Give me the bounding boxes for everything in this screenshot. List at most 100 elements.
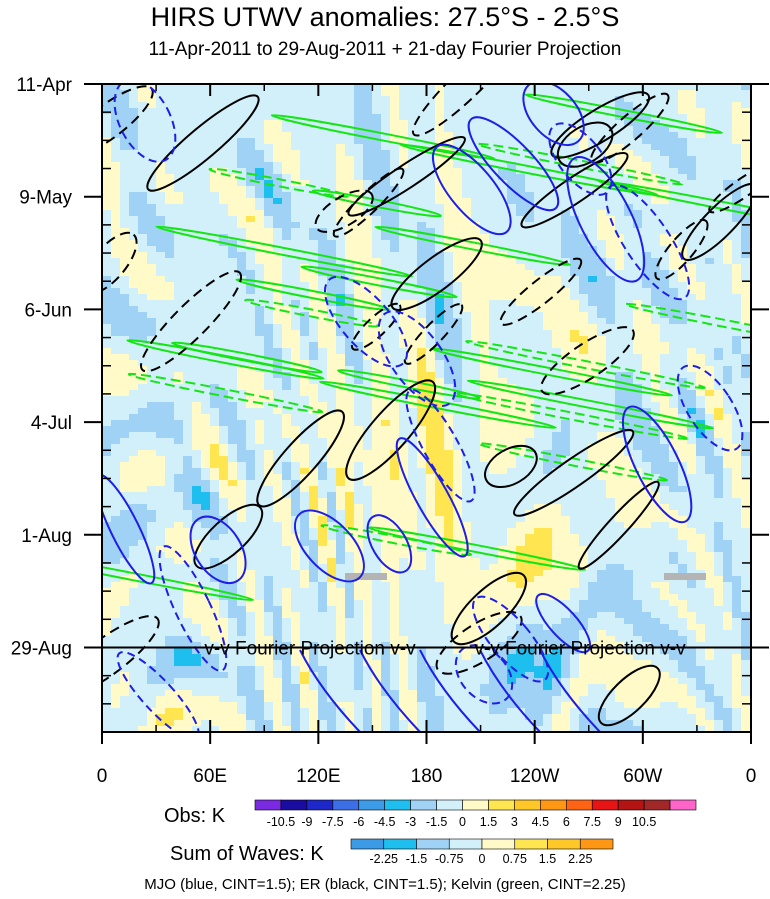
field-cell	[426, 432, 436, 439]
field-cell	[489, 294, 499, 301]
field-cell	[471, 354, 481, 361]
field-cell	[489, 390, 499, 397]
field-cell	[363, 252, 373, 259]
field-cell	[201, 366, 211, 373]
field-cell	[264, 330, 274, 337]
field-cell	[255, 264, 265, 271]
field-cell	[489, 420, 499, 427]
field-cell	[165, 192, 175, 199]
field-cell	[417, 372, 427, 379]
field-cell	[417, 474, 427, 481]
field-cell	[462, 180, 472, 187]
field-cell	[471, 462, 481, 469]
field-cell	[264, 348, 274, 355]
field-cell	[282, 240, 292, 247]
field-cell	[129, 156, 139, 163]
field-cell	[615, 198, 625, 205]
field-cell	[129, 492, 139, 499]
field-cell	[696, 150, 706, 157]
field-cell	[156, 270, 166, 277]
field-cell	[210, 330, 220, 337]
field-cell	[642, 120, 652, 127]
field-cell	[534, 360, 544, 367]
field-cell	[156, 420, 166, 427]
field-cell	[678, 486, 688, 493]
field-cell	[282, 432, 292, 439]
field-cell	[723, 90, 733, 97]
field-cell	[471, 384, 481, 391]
field-cell	[741, 474, 751, 481]
field-cell	[714, 180, 724, 187]
field-cell	[480, 264, 490, 271]
field-cell	[219, 216, 229, 223]
field-cell	[723, 360, 733, 367]
field-cell	[516, 480, 526, 487]
field-cell	[354, 312, 364, 319]
field-cell	[336, 450, 346, 457]
field-cell	[426, 252, 436, 259]
field-cell	[732, 216, 742, 223]
field-cell	[471, 330, 481, 337]
field-cell	[309, 486, 319, 493]
field-cell	[147, 138, 157, 145]
field-cell	[237, 462, 247, 469]
field-cell	[615, 162, 625, 169]
field-cell	[687, 114, 697, 121]
field-cell	[633, 180, 643, 187]
field-cell	[435, 486, 445, 493]
field-cell	[264, 318, 274, 325]
field-cell	[417, 198, 427, 205]
field-cell	[102, 426, 112, 433]
field-cell	[435, 336, 445, 343]
field-cell	[282, 258, 292, 265]
field-cell	[183, 180, 193, 187]
field-cell	[156, 402, 166, 409]
field-cell	[165, 336, 175, 343]
field-cell	[624, 474, 634, 481]
field-cell	[462, 312, 472, 319]
field-cell	[102, 228, 112, 235]
field-cell	[147, 432, 157, 439]
field-cell	[426, 240, 436, 247]
field-cell	[678, 354, 688, 361]
field-cell	[111, 366, 121, 373]
field-cell	[111, 282, 121, 289]
field-cell	[615, 258, 625, 265]
field-cell	[696, 174, 706, 181]
field-cell	[570, 342, 580, 349]
field-cell	[129, 270, 139, 277]
field-cell	[309, 90, 319, 97]
field-cell	[165, 432, 175, 439]
field-cell	[534, 282, 544, 289]
field-cell	[561, 462, 571, 469]
field-cell	[696, 474, 706, 481]
field-cell	[372, 144, 382, 151]
field-cell	[597, 132, 607, 139]
field-cell	[327, 270, 337, 277]
field-cell	[408, 300, 418, 307]
field-cell	[579, 462, 589, 469]
field-cell	[399, 192, 409, 199]
field-cell	[534, 192, 544, 199]
field-cell	[561, 348, 571, 355]
field-cell	[102, 486, 112, 493]
field-cell	[696, 258, 706, 265]
field-cell	[300, 318, 310, 325]
field-cell	[237, 132, 247, 139]
field-cell	[741, 462, 751, 469]
field-cell	[498, 294, 508, 301]
field-cell	[390, 150, 400, 157]
field-cell	[660, 132, 670, 139]
field-cell	[219, 246, 229, 253]
field-cell	[408, 384, 418, 391]
field-cell	[705, 342, 715, 349]
field-cell	[615, 90, 625, 97]
field-cell	[534, 180, 544, 187]
field-cell	[255, 162, 265, 169]
field-cell	[237, 342, 247, 349]
field-cell	[354, 210, 364, 217]
field-cell	[471, 216, 481, 223]
field-cell	[696, 282, 706, 289]
field-cell	[579, 408, 589, 415]
field-cell	[129, 186, 139, 193]
